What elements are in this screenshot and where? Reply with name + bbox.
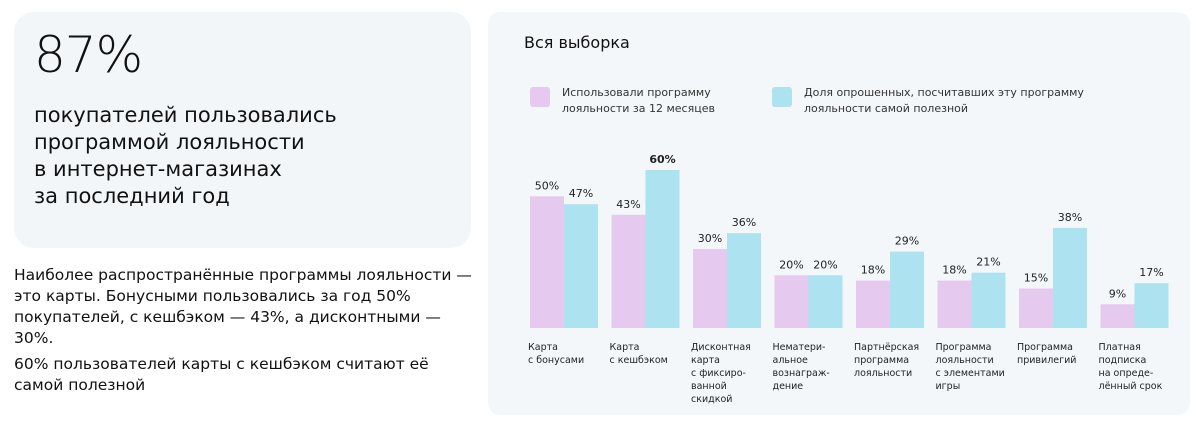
bar [530, 196, 564, 328]
data-label: 18% [942, 264, 966, 277]
data-label: 38% [1058, 211, 1082, 224]
category-label: Партнёрская программа лояльности [854, 342, 920, 379]
headline-value: 87% [34, 26, 143, 84]
data-label: 15% [1024, 272, 1048, 285]
bar [774, 275, 809, 328]
data-label: 60% [649, 153, 675, 166]
bar [1019, 288, 1053, 328]
bar [856, 280, 890, 328]
bar [1053, 227, 1087, 328]
data-label: 47% [569, 187, 593, 200]
data-label: 20% [813, 258, 837, 271]
chart-title: Вся выборка [524, 33, 630, 52]
legend-swatch [530, 87, 550, 107]
data-label: 17% [1139, 266, 1163, 279]
bar [937, 280, 972, 328]
summary-paragraph: Наиболее распространённые программы лоял… [14, 266, 472, 347]
bar [808, 275, 843, 328]
category-label: Нематери- альное вознаграж- дение [772, 342, 830, 392]
cashback-paragraph: 60% пользователей карты с кешбэком счита… [14, 355, 429, 394]
data-label: 18% [861, 264, 885, 277]
data-label: 21% [976, 256, 1000, 269]
legend-item-useful: Доля опрошенных, посчитавших эту програм… [772, 85, 1092, 117]
headline-card [14, 12, 471, 248]
bar [693, 249, 727, 328]
bar [611, 214, 646, 328]
legend-label: Использовали программу лояльности за 12 … [562, 86, 715, 115]
bar [1134, 283, 1169, 328]
bar [645, 170, 680, 328]
bar [1100, 304, 1135, 328]
legend-item-used: Использовали программу лояльности за 12 … [530, 85, 740, 117]
data-label: 9% [1109, 287, 1126, 300]
data-label: 20% [779, 258, 803, 271]
data-label: 29% [895, 235, 919, 248]
category-label: Платная подписка на опреде- лённый срок [1098, 342, 1163, 392]
category-label: Программа привилегий [1017, 342, 1077, 366]
legend-label: Доля опрошенных, посчитавших эту програм… [804, 86, 1084, 115]
data-label: 30% [698, 232, 722, 245]
legend-swatch [772, 87, 792, 107]
headline-text: покупателей пользовались программой лоял… [34, 103, 337, 208]
bar [971, 272, 1006, 328]
bar [727, 233, 761, 328]
category-label: Программа лояльности с элементами игры [935, 342, 1005, 392]
data-label: 50% [535, 179, 559, 192]
data-label: 36% [732, 216, 756, 229]
category-label: Карта с бонусами [528, 342, 585, 366]
category-label: Карта с кешбэком [609, 342, 668, 366]
bar [890, 251, 924, 328]
chart-panel [488, 12, 1190, 415]
category-label: Дисконтная карта с фиксиро- ванной скидк… [691, 342, 751, 405]
data-label: 43% [616, 198, 640, 211]
bar [564, 204, 598, 328]
